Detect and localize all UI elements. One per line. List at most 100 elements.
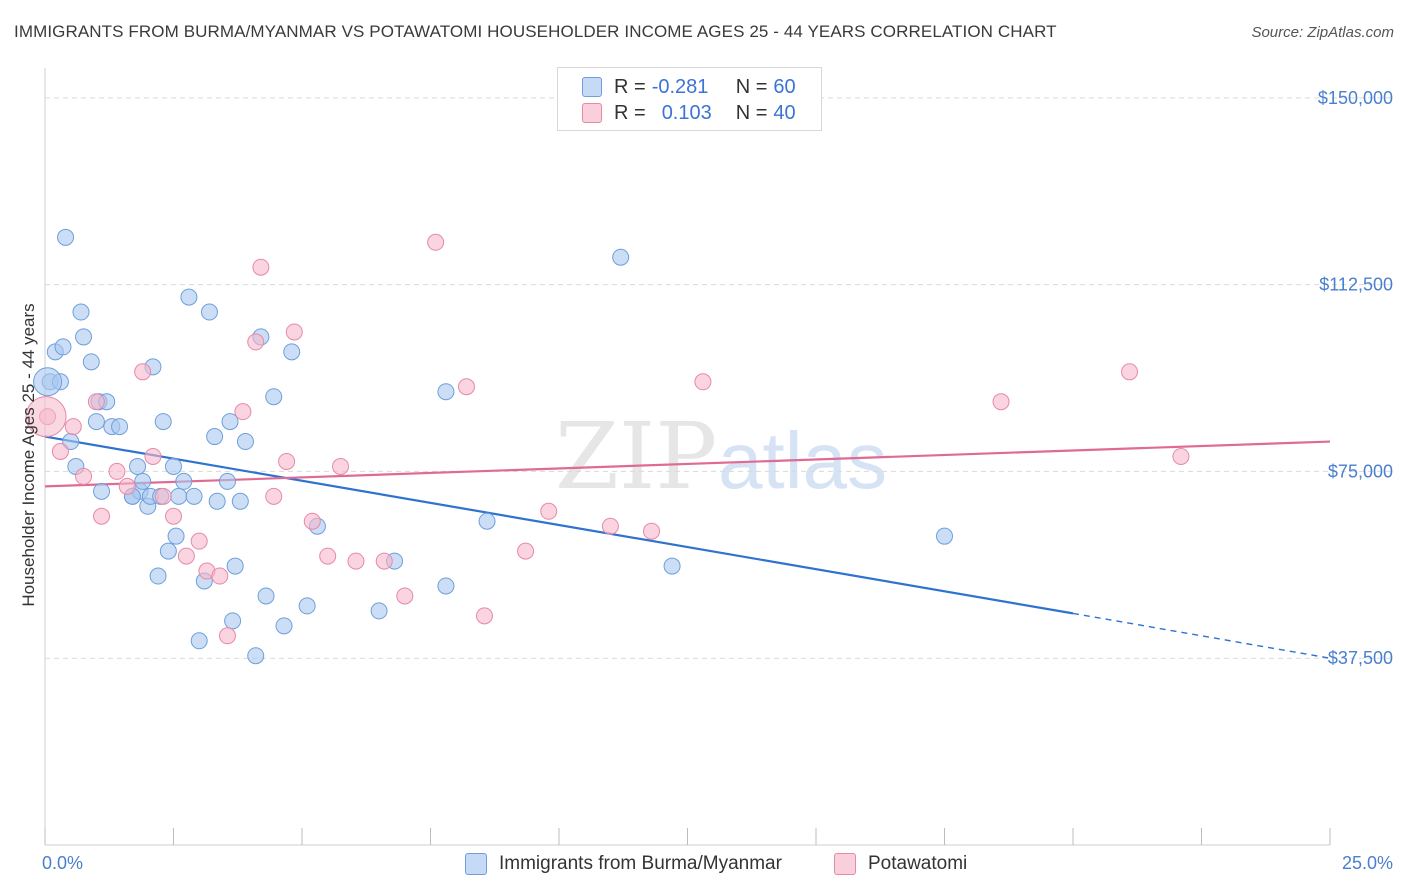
potawatomi-point — [278, 452, 296, 470]
potawatomi-point — [1172, 447, 1190, 465]
legend-row-potawatomi: R = 0.103 N = 40 — [582, 101, 796, 125]
burma-point — [478, 512, 496, 530]
burma-point — [185, 487, 203, 505]
x-tick-label: 25.0% — [1342, 853, 1393, 873]
burma-point — [437, 383, 455, 401]
burma-point — [175, 472, 193, 490]
burma-point — [226, 557, 244, 575]
potawatomi-point — [218, 627, 236, 645]
burma-point — [87, 413, 105, 431]
legend-n-value: 40 — [773, 101, 796, 124]
legend-swatch-blue — [582, 77, 602, 97]
burma-point — [437, 577, 455, 595]
potawatomi-point — [540, 502, 558, 520]
watermark-zip: ZIP — [555, 403, 717, 510]
burma-point — [936, 527, 953, 545]
burma-point — [257, 587, 275, 605]
burma-point — [154, 413, 172, 431]
correlation-legend: R = -0.281 N = 60 R = 0.103 N = 40 — [557, 67, 822, 131]
potawatomi-point — [427, 233, 445, 251]
burma-point — [224, 612, 242, 630]
burma-point — [370, 602, 388, 620]
axes — [44, 68, 1331, 846]
legend-series-label: Potawatomi — [868, 853, 968, 874]
legend-n-value: 60 — [773, 75, 796, 98]
potawatomi-point — [332, 457, 350, 475]
burma-point — [159, 542, 177, 560]
gridlines — [45, 97, 1395, 659]
potawatomi-point — [51, 443, 69, 460]
burma-point — [129, 457, 147, 475]
legend-swatch-pink — [834, 853, 856, 875]
potawatomi-point — [396, 587, 414, 605]
y-tick-labels: $37,500 $75,000 $112,500 $150,000 — [1318, 88, 1393, 668]
potawatomi-point — [319, 547, 337, 565]
burma-point — [111, 418, 129, 436]
potawatomi-point — [992, 393, 1010, 411]
burma-point — [247, 647, 265, 665]
potawatomi-point — [1121, 363, 1139, 381]
burma-point — [236, 433, 254, 451]
burma-point — [165, 457, 182, 475]
x-tick-labels: 0.0% 25.0% — [42, 853, 1393, 873]
legend-n-label: N = — [735, 75, 768, 98]
potawatomi-point — [347, 552, 365, 570]
burma-point — [93, 482, 111, 500]
burma-point — [72, 303, 90, 321]
potawatomi-point — [234, 403, 252, 421]
potawatomi-point — [265, 487, 283, 505]
potawatomi-point — [211, 567, 229, 585]
burma-point — [298, 597, 316, 615]
burma-point — [275, 617, 293, 635]
burma-point — [82, 353, 100, 371]
potawatomi-point — [177, 547, 195, 565]
watermark: ZIP atlas — [555, 403, 887, 510]
legend-row-burma: R = -0.281 N = 60 — [582, 75, 796, 99]
burma-trend-extension — [1072, 612, 1331, 659]
legend-series-label: Immigrants from Burma/Myanmar — [499, 853, 782, 874]
potawatomi-point — [375, 552, 393, 570]
burma-point — [149, 567, 167, 585]
source-credit: Source: ZipAtlas.com — [1251, 24, 1394, 41]
potawatomi-point — [475, 607, 493, 625]
burma-point — [221, 413, 239, 431]
burma-point — [231, 492, 249, 510]
burma-point — [75, 328, 93, 346]
burma-point — [54, 338, 72, 356]
potawatomi-point — [643, 522, 661, 540]
y-tick-label: $75,000 — [1328, 461, 1393, 481]
burma-point — [57, 228, 75, 246]
burma-point — [265, 388, 283, 406]
potawatomi-point — [252, 258, 270, 276]
burma-point — [283, 343, 301, 361]
legend-n-label: N = — [735, 101, 768, 124]
legend-r-label: R = — [614, 75, 646, 98]
potawatomi-point — [247, 333, 265, 351]
burma-point — [200, 303, 218, 321]
y-tick-label: $112,500 — [1319, 275, 1393, 295]
burma-point — [663, 557, 681, 575]
burma-point — [167, 527, 185, 545]
potawatomi-point — [154, 487, 172, 505]
potawatomi-point — [93, 507, 111, 525]
potawatomi-point — [64, 418, 82, 436]
potawatomi-point — [144, 447, 162, 465]
potawatomi-point — [694, 373, 712, 391]
chart-title: IMMIGRANTS FROM BURMA/MYANMAR VS POTAWAT… — [14, 22, 1057, 41]
potawatomi-point — [165, 507, 182, 525]
potawatomi-point — [517, 542, 535, 560]
burma-point — [170, 487, 188, 505]
potawatomi-point — [25, 396, 67, 438]
y-tick-label: $150,000 — [1318, 88, 1393, 108]
potawatomi-point — [134, 363, 152, 381]
burma-point — [190, 632, 208, 650]
burma-trend-line — [44, 435, 1074, 615]
burma-point — [612, 248, 630, 266]
y-axis-label: Householder Income Ages 25 - 44 years — [19, 303, 38, 606]
potawatomi-point — [118, 477, 136, 495]
potawatomi-point — [87, 393, 105, 411]
series-legend-potawatomi: Potawatomi — [834, 852, 967, 876]
potawatomi-point — [75, 467, 93, 485]
legend-swatch-blue — [465, 853, 487, 875]
